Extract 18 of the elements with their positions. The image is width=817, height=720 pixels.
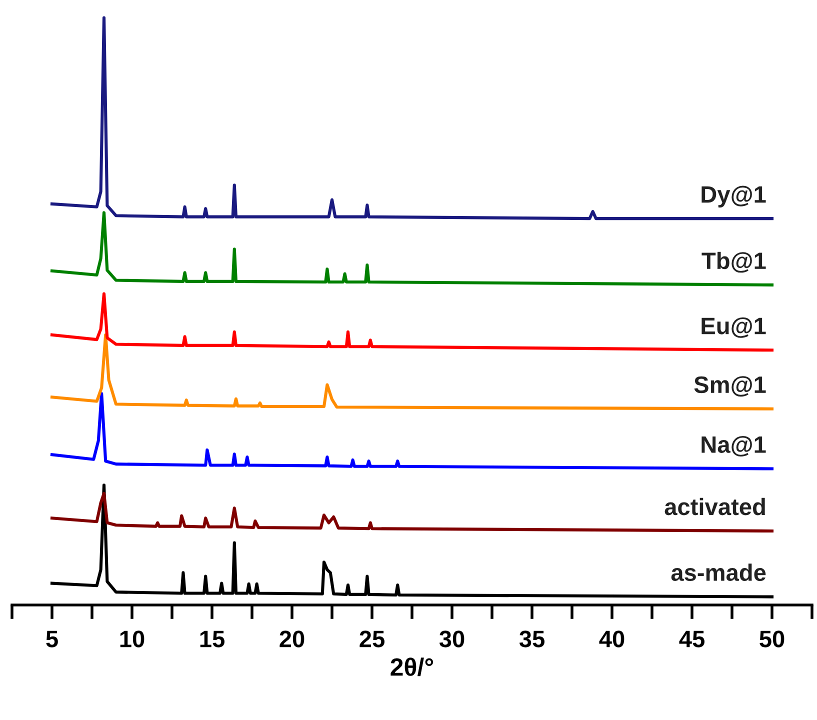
x-tick-label: 10 [120, 630, 144, 648]
series-label: Na@1 [702, 436, 766, 456]
x-tick-label: 45 [679, 630, 704, 648]
x-tick-label: 50 [760, 630, 784, 648]
series-label: as-made [671, 564, 766, 581]
series-label: Eu@1 [702, 317, 766, 338]
series-label: Dy@1 [702, 186, 766, 208]
series-label: Tb@1 [702, 252, 766, 273]
x-tick-label: 40 [599, 630, 624, 648]
x-tick-label: 25 [360, 630, 384, 648]
x-tick-label: 5 [46, 630, 58, 648]
x-tick-label: 35 [519, 630, 544, 648]
x-tick-label: 20 [280, 630, 304, 648]
series-label: activated [664, 498, 765, 516]
series-label: Sm@1 [694, 376, 766, 397]
x-axis-title: 2θ/° [390, 658, 434, 676]
x-tick-label: 30 [439, 630, 464, 648]
x-tick-label: 15 [200, 630, 224, 648]
